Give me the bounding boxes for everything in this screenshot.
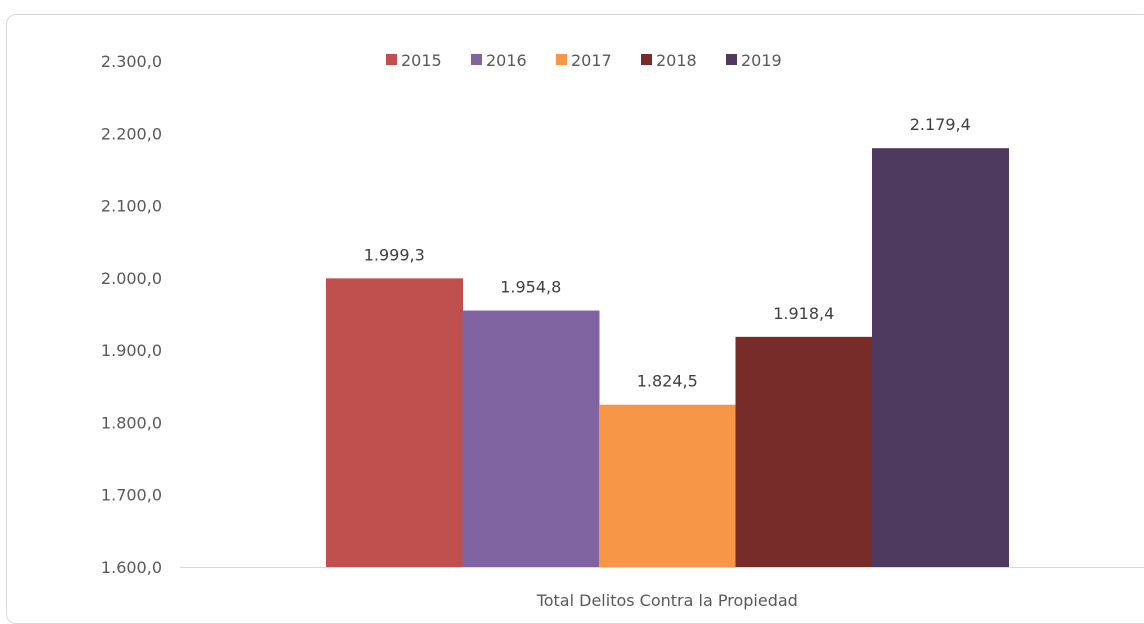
- data-label-2019: 2.179,4: [910, 115, 971, 134]
- bar-2017: [599, 404, 736, 567]
- y-tick-label: 1.700,0: [101, 486, 162, 505]
- legend-label-2019: 2019: [741, 51, 782, 70]
- y-axis: 1.600,0 1.700,0 1.800,0 1.900,0 2.000,0 2.100…: [101, 52, 162, 577]
- legend-label-2018: 2018: [656, 51, 697, 70]
- bar-2018: [735, 336, 873, 567]
- y-tick-label: 2.300,0: [101, 52, 162, 71]
- y-tick-label: 1.900,0: [101, 341, 162, 360]
- legend-swatch-2019: [726, 54, 737, 65]
- legend-swatch-2017: [556, 54, 567, 65]
- data-label-2018: 1.918,4: [773, 304, 834, 323]
- bar-2016: [462, 310, 600, 567]
- legend-swatch-2016: [471, 54, 482, 65]
- bar-2015: [326, 278, 463, 567]
- data-label-2016: 1.954,8: [500, 278, 561, 297]
- legend-swatch-2015: [386, 54, 397, 65]
- legend-label-2015: 2015: [401, 51, 442, 70]
- y-tick-label: 2.200,0: [101, 124, 162, 143]
- data-label-2015: 1.999,3: [364, 245, 425, 264]
- bar-chart: 1.600,0 1.700,0 1.800,0 1.900,0 2.000,0 2.100…: [101, 51, 1144, 610]
- x-category-label: Total Delitos Contra la Propiedad: [536, 591, 798, 610]
- y-tick-label: 1.800,0: [101, 413, 162, 432]
- legend-label-2016: 2016: [486, 51, 527, 70]
- legend-swatch-2018: [641, 54, 652, 65]
- y-tick-label: 2.100,0: [101, 197, 162, 216]
- y-tick-label: 1.600,0: [101, 558, 162, 577]
- data-labels: 1.999,3 1.954,8 1.824,5 1.918,4 2.179,4: [364, 115, 971, 391]
- legend: 2015 2016 2017 2018 2019: [386, 51, 782, 70]
- legend-label-2017: 2017: [571, 51, 612, 70]
- y-tick-label: 2.000,0: [101, 269, 162, 288]
- bars: [326, 148, 1009, 567]
- data-label-2017: 1.824,5: [637, 372, 698, 391]
- bar-2019: [872, 148, 1009, 567]
